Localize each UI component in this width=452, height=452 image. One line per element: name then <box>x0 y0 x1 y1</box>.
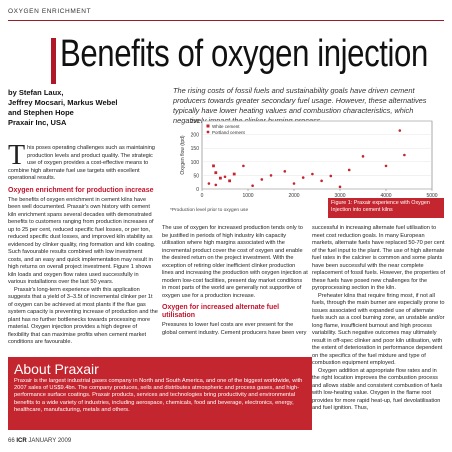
author-line: and Stephen Hope <box>8 108 74 117</box>
column-3: successful in increasing alternate fuel … <box>312 225 446 413</box>
subheading: Oxygen for increased alternate fuel util… <box>162 304 280 319</box>
paragraph: The use of oxygen for increased producti… <box>162 225 308 299</box>
drop-cap: T <box>8 140 26 171</box>
author-line: by Stefan Laux, <box>8 88 64 97</box>
paragraph: Preheater kilns that require firing most… <box>312 292 445 367</box>
about-heading: About Praxair <box>14 361 99 377</box>
section-label: OXYGEN ENRICHMENT <box>8 8 92 15</box>
data-point <box>232 172 236 176</box>
data-point <box>384 164 388 168</box>
data-point <box>212 164 215 168</box>
column-1: T his poses operating challenges such as… <box>8 140 158 347</box>
standfirst: The rising costs of fossil fuels and sus… <box>173 86 427 125</box>
data-point <box>347 168 351 172</box>
authors: by Stefan Laux, Jeffrey Mocsari, Markus … <box>8 88 168 128</box>
x-tick-label: 5000 <box>426 193 437 199</box>
issue-date: JANUARY 2009 <box>28 438 72 444</box>
paragraph: Oxygen addition at appropriate flow rate… <box>312 367 443 412</box>
data-point <box>214 183 218 187</box>
data-point <box>403 153 406 157</box>
legend-label: Portland cement <box>212 130 246 135</box>
magazine-name: ICR <box>16 438 27 444</box>
data-point <box>228 179 231 183</box>
data-point <box>251 184 254 188</box>
legend-label: White cement <box>212 124 240 129</box>
data-point <box>398 129 402 132</box>
about-text: Praxair is the largest industrial gases … <box>14 378 303 413</box>
data-point <box>311 172 314 176</box>
y-tick-label: 200 <box>191 133 200 139</box>
data-point <box>320 179 323 183</box>
y-tick-label: 100 <box>191 160 200 166</box>
author-affiliation: Praxair Inc, USA <box>8 118 67 127</box>
header-rule <box>8 20 444 21</box>
data-point <box>214 171 218 175</box>
intro-paragraph: T his poses operating challenges such as… <box>8 140 158 183</box>
about-praxair-box: About Praxair Praxair is the largest ind… <box>8 357 312 430</box>
x-tick-label: 2000 <box>288 193 299 199</box>
data-point <box>269 174 273 177</box>
data-point <box>338 185 342 189</box>
page-footer: 66 ICR JANUARY 2009 <box>8 438 71 444</box>
subheading: Oxygen enrichment for production increas… <box>8 186 154 194</box>
y-axis-label: Oxygen flow (tpd) <box>180 135 186 175</box>
data-point <box>242 164 245 168</box>
y-tick-label: 0 <box>196 187 199 193</box>
author-line: Jeffrey Mocsari, Markus Webel <box>8 98 118 107</box>
data-point <box>219 176 222 180</box>
paragraph: The benefits of oxygen enrichment in cem… <box>8 196 156 286</box>
page-number: 66 <box>8 438 15 444</box>
intro-text: his poses operating challenges such as m… <box>8 145 155 181</box>
x-tick-label: 3000 <box>334 193 345 199</box>
x-tick-label: 4000 <box>380 193 391 199</box>
data-point <box>260 178 264 181</box>
legend-marker <box>206 124 210 128</box>
figure-caption: Figure 1: Praxair experience with Oxygen… <box>328 198 444 218</box>
chart-footnote: *Production level prior to oxygen use <box>170 208 249 213</box>
data-point <box>223 175 227 179</box>
data-point <box>283 170 287 173</box>
data-point <box>207 182 211 185</box>
title-accent-bar <box>51 38 56 84</box>
paragraph: successful in increasing alternate fuel … <box>312 225 446 291</box>
x-tick-label: 0 <box>201 193 204 199</box>
legend-marker <box>206 130 210 134</box>
data-point <box>301 176 305 179</box>
y-tick-label: 50 <box>193 173 199 179</box>
data-point <box>292 182 296 185</box>
article-title: Benefits of oxygen injection <box>60 33 428 75</box>
y-tick-label: 150 <box>191 146 200 152</box>
paragraph: Pressures to lower fuel costs are ever p… <box>162 322 307 336</box>
data-point <box>329 174 333 178</box>
data-point <box>361 155 365 158</box>
x-tick-label: 1000 <box>242 193 253 199</box>
column-2: The use of oxygen for increased producti… <box>162 225 308 337</box>
y-tick-label: 250 <box>191 119 200 125</box>
paragraph: Praxair's long-term experience with this… <box>8 286 158 346</box>
